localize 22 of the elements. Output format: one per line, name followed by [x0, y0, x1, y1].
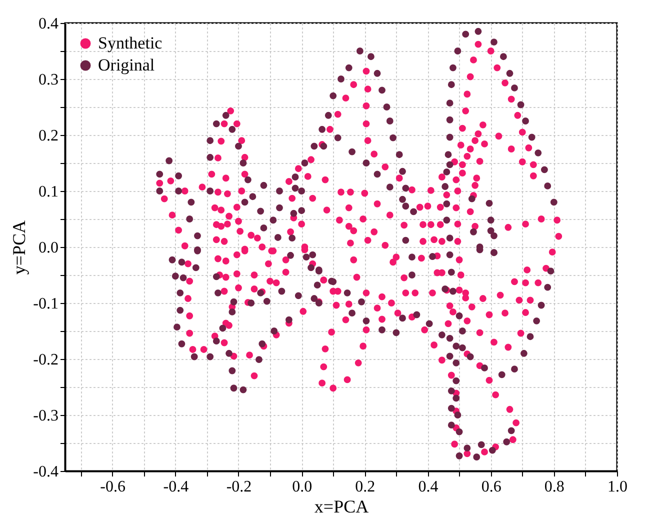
y-tick-label: 0.0: [38, 240, 58, 256]
y-tick-label: 0.1: [38, 184, 58, 200]
y-tick-label: 0.2: [38, 128, 58, 144]
legend-label: Synthetic: [98, 34, 163, 52]
x-tick-label: 0.8: [544, 478, 564, 496]
x-tick-label: 0.2: [355, 478, 376, 496]
y-tick-label: -0.4: [33, 464, 58, 480]
x-tick-label: 1.0: [608, 478, 628, 496]
x-tick-label: -0.6: [100, 478, 126, 496]
y-tick-label: -0.3: [33, 408, 58, 424]
x-axis-title: x=PCA: [314, 496, 369, 516]
legend-label: Original: [98, 56, 155, 74]
y-axis-title: y=PCA: [9, 220, 30, 275]
x-tick-label: 0.0: [292, 478, 312, 496]
y-tick-label: -0.2: [33, 352, 58, 368]
x-tick-label: 0.6: [481, 478, 502, 496]
x-tick-label: -0.4: [163, 478, 189, 496]
y-tick-label: 0.3: [38, 72, 58, 88]
y-tick-label: -0.1: [33, 296, 58, 312]
x-tick-label: -0.2: [226, 478, 252, 496]
x-tick-label: 0.4: [418, 478, 438, 496]
y-tick-label: 0.4: [38, 16, 58, 32]
